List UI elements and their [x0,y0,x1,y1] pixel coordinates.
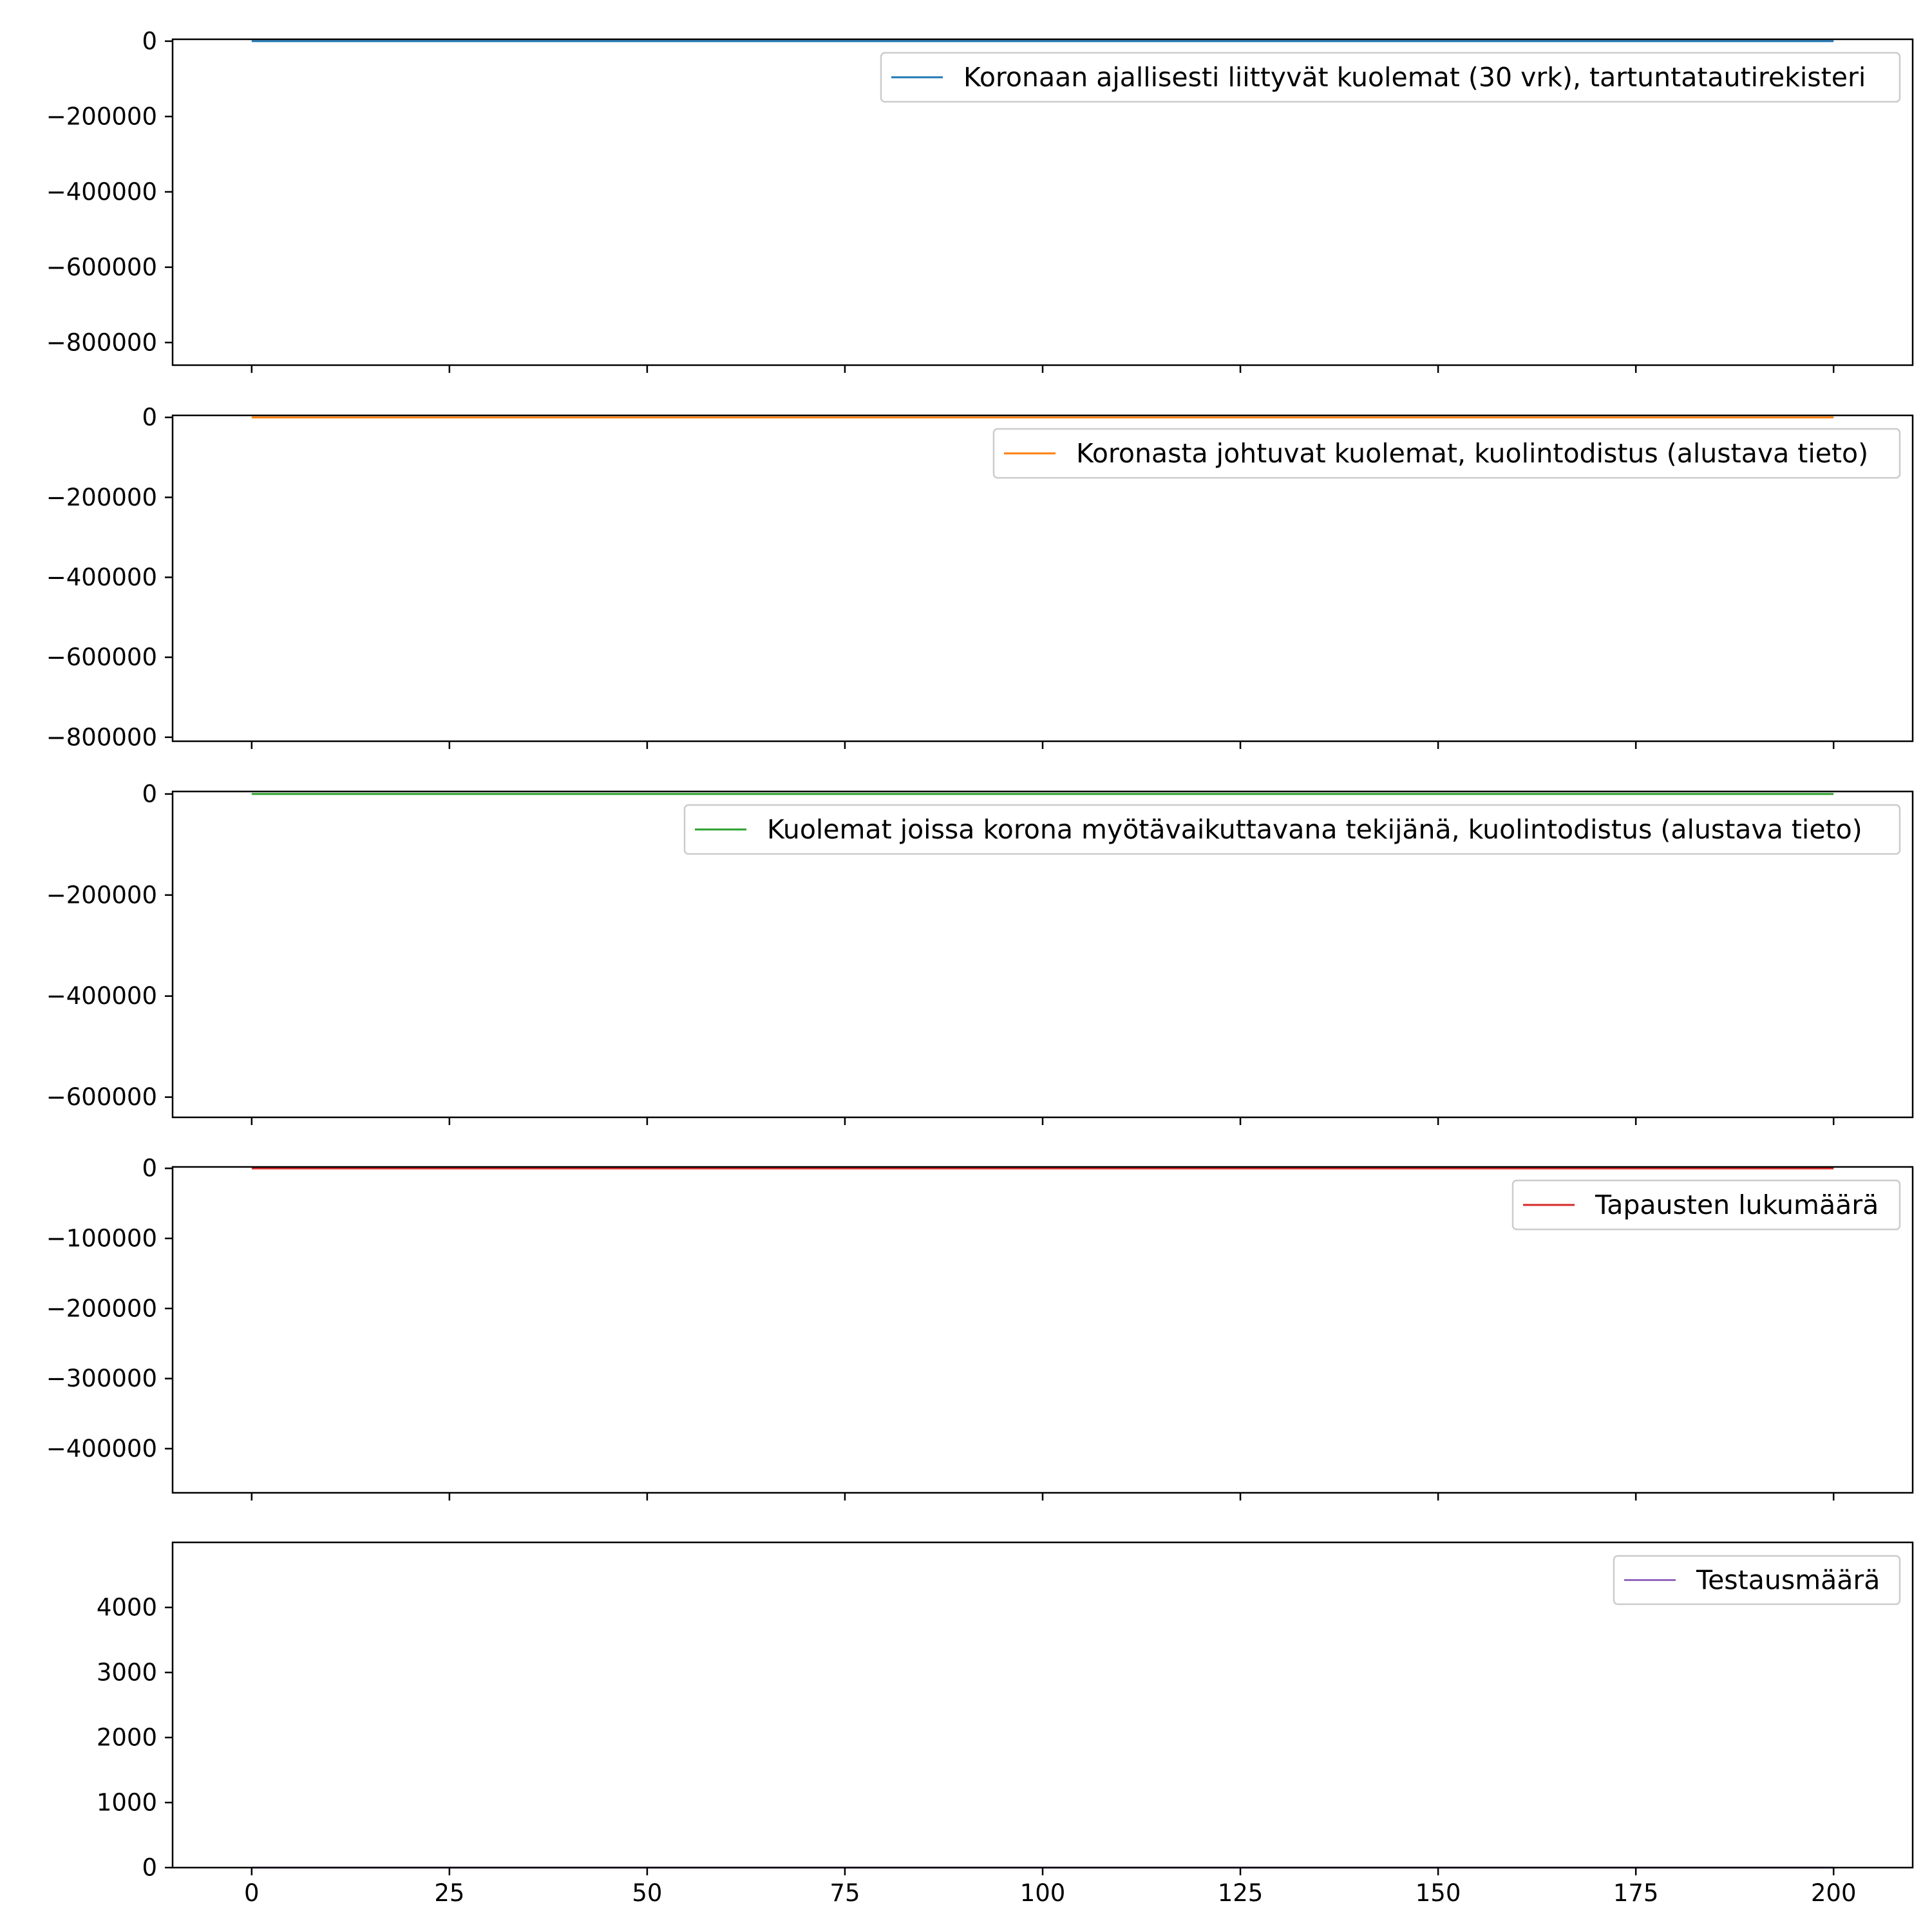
ytick-label: −300000 [46,1365,157,1392]
ytick-label: 3000 [97,1659,157,1687]
legend-label: Kuolemat joissa korona myötävaikuttavana… [767,814,1862,845]
ytick-label: −200000 [46,484,157,511]
ytick-label: −200000 [46,1294,157,1322]
xtick-label: 125 [1218,1879,1264,1907]
subplot-4: 0 −100000 −200000 −300000 −400000 Tapausten l… [46,1155,1914,1501]
legend-box [1613,1555,1901,1605]
legend-box [880,52,1901,103]
ytick-label: −100000 [46,1224,157,1252]
ytick-label: −800000 [46,328,157,356]
xtick-label: 0 [244,1879,260,1907]
legend-5: Testausmäärä [1613,1555,1901,1605]
ytick-label: 0 [142,404,157,431]
xtick-label: 200 [1811,1879,1857,1907]
legend-label: Koronasta johtuvat kuolemat, kuolintodis… [1076,438,1868,469]
xtick-label: 50 [632,1879,662,1907]
legend-box [1511,1179,1901,1231]
ytick-label: 0 [142,780,157,808]
ytick-label: 1000 [97,1789,157,1817]
ytick-label: 0 [142,1854,157,1882]
ytick-label: −800000 [46,723,157,751]
subplot-3: 0 −200000 −400000 −600000 Kuolemat joissa ko… [46,780,1914,1125]
subplot-5: 0 1000 2000 3000 4000 0 25 50 75 100 125 150 175 200 T… [97,1541,1914,1907]
xtick-label: 150 [1416,1879,1461,1907]
xtick-label: 100 [1020,1879,1066,1907]
ytick-label: −200000 [46,102,157,130]
ytick-label: −400000 [46,982,157,1010]
xtick-label: 25 [434,1879,464,1907]
legend-label: Testausmäärä [1696,1565,1880,1596]
ytick-label: 2000 [97,1724,157,1752]
ytick-label: 0 [142,1155,157,1182]
ytick-label: −400000 [46,178,157,205]
ytick-label: −400000 [46,564,157,591]
legend-box [683,804,1901,855]
legend-2: Koronasta johtuvat kuolemat, kuolintodis… [992,428,1901,479]
legend-4: Tapausten lukumäärä [1511,1179,1901,1231]
legend-box [992,428,1901,479]
ytick-label: 4000 [97,1594,157,1622]
ytick-label: −600000 [46,1083,157,1111]
ytick-label: −600000 [46,253,157,281]
legend-label: Koronaan ajallisesti liittyvät kuolemat … [963,62,1866,93]
legend-label: Tapausten lukumäärä [1595,1189,1879,1220]
subplot-1: 0 −200000 −400000 −600000 −800000 Koronaan aj… [46,27,1914,373]
subplot-2: 0 −200000 −400000 −600000 −800000 Koronasta j… [46,404,1914,751]
xtick-label: 75 [829,1879,860,1907]
legend-3: Kuolemat joissa korona myötävaikuttavana… [683,804,1901,855]
ytick-label: −200000 [46,881,157,909]
legend-1: Koronaan ajallisesti liittyvät kuolemat … [880,52,1901,103]
ytick-label: −600000 [46,643,157,671]
xtick-label: 175 [1613,1879,1659,1907]
ytick-label: 0 [142,27,157,55]
ytick-label: −400000 [46,1435,157,1463]
